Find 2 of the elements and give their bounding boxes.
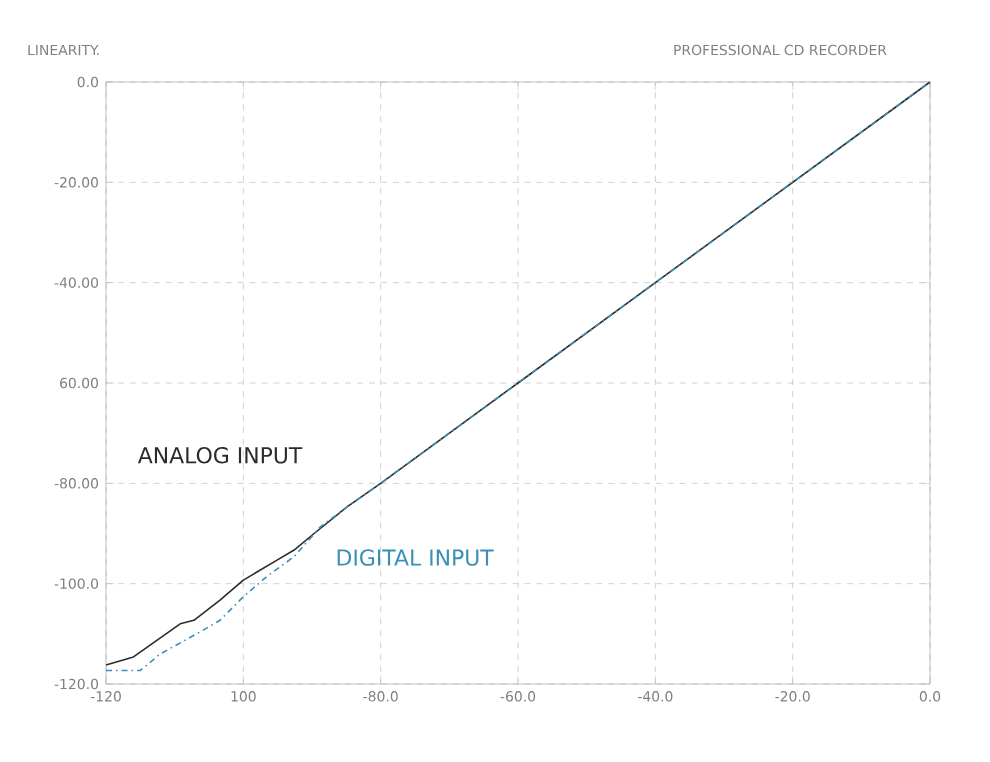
- text: ANALOG INPUT: [137, 446, 303, 464]
- series-label: DIGITAL INPUT: [337, 549, 494, 566]
